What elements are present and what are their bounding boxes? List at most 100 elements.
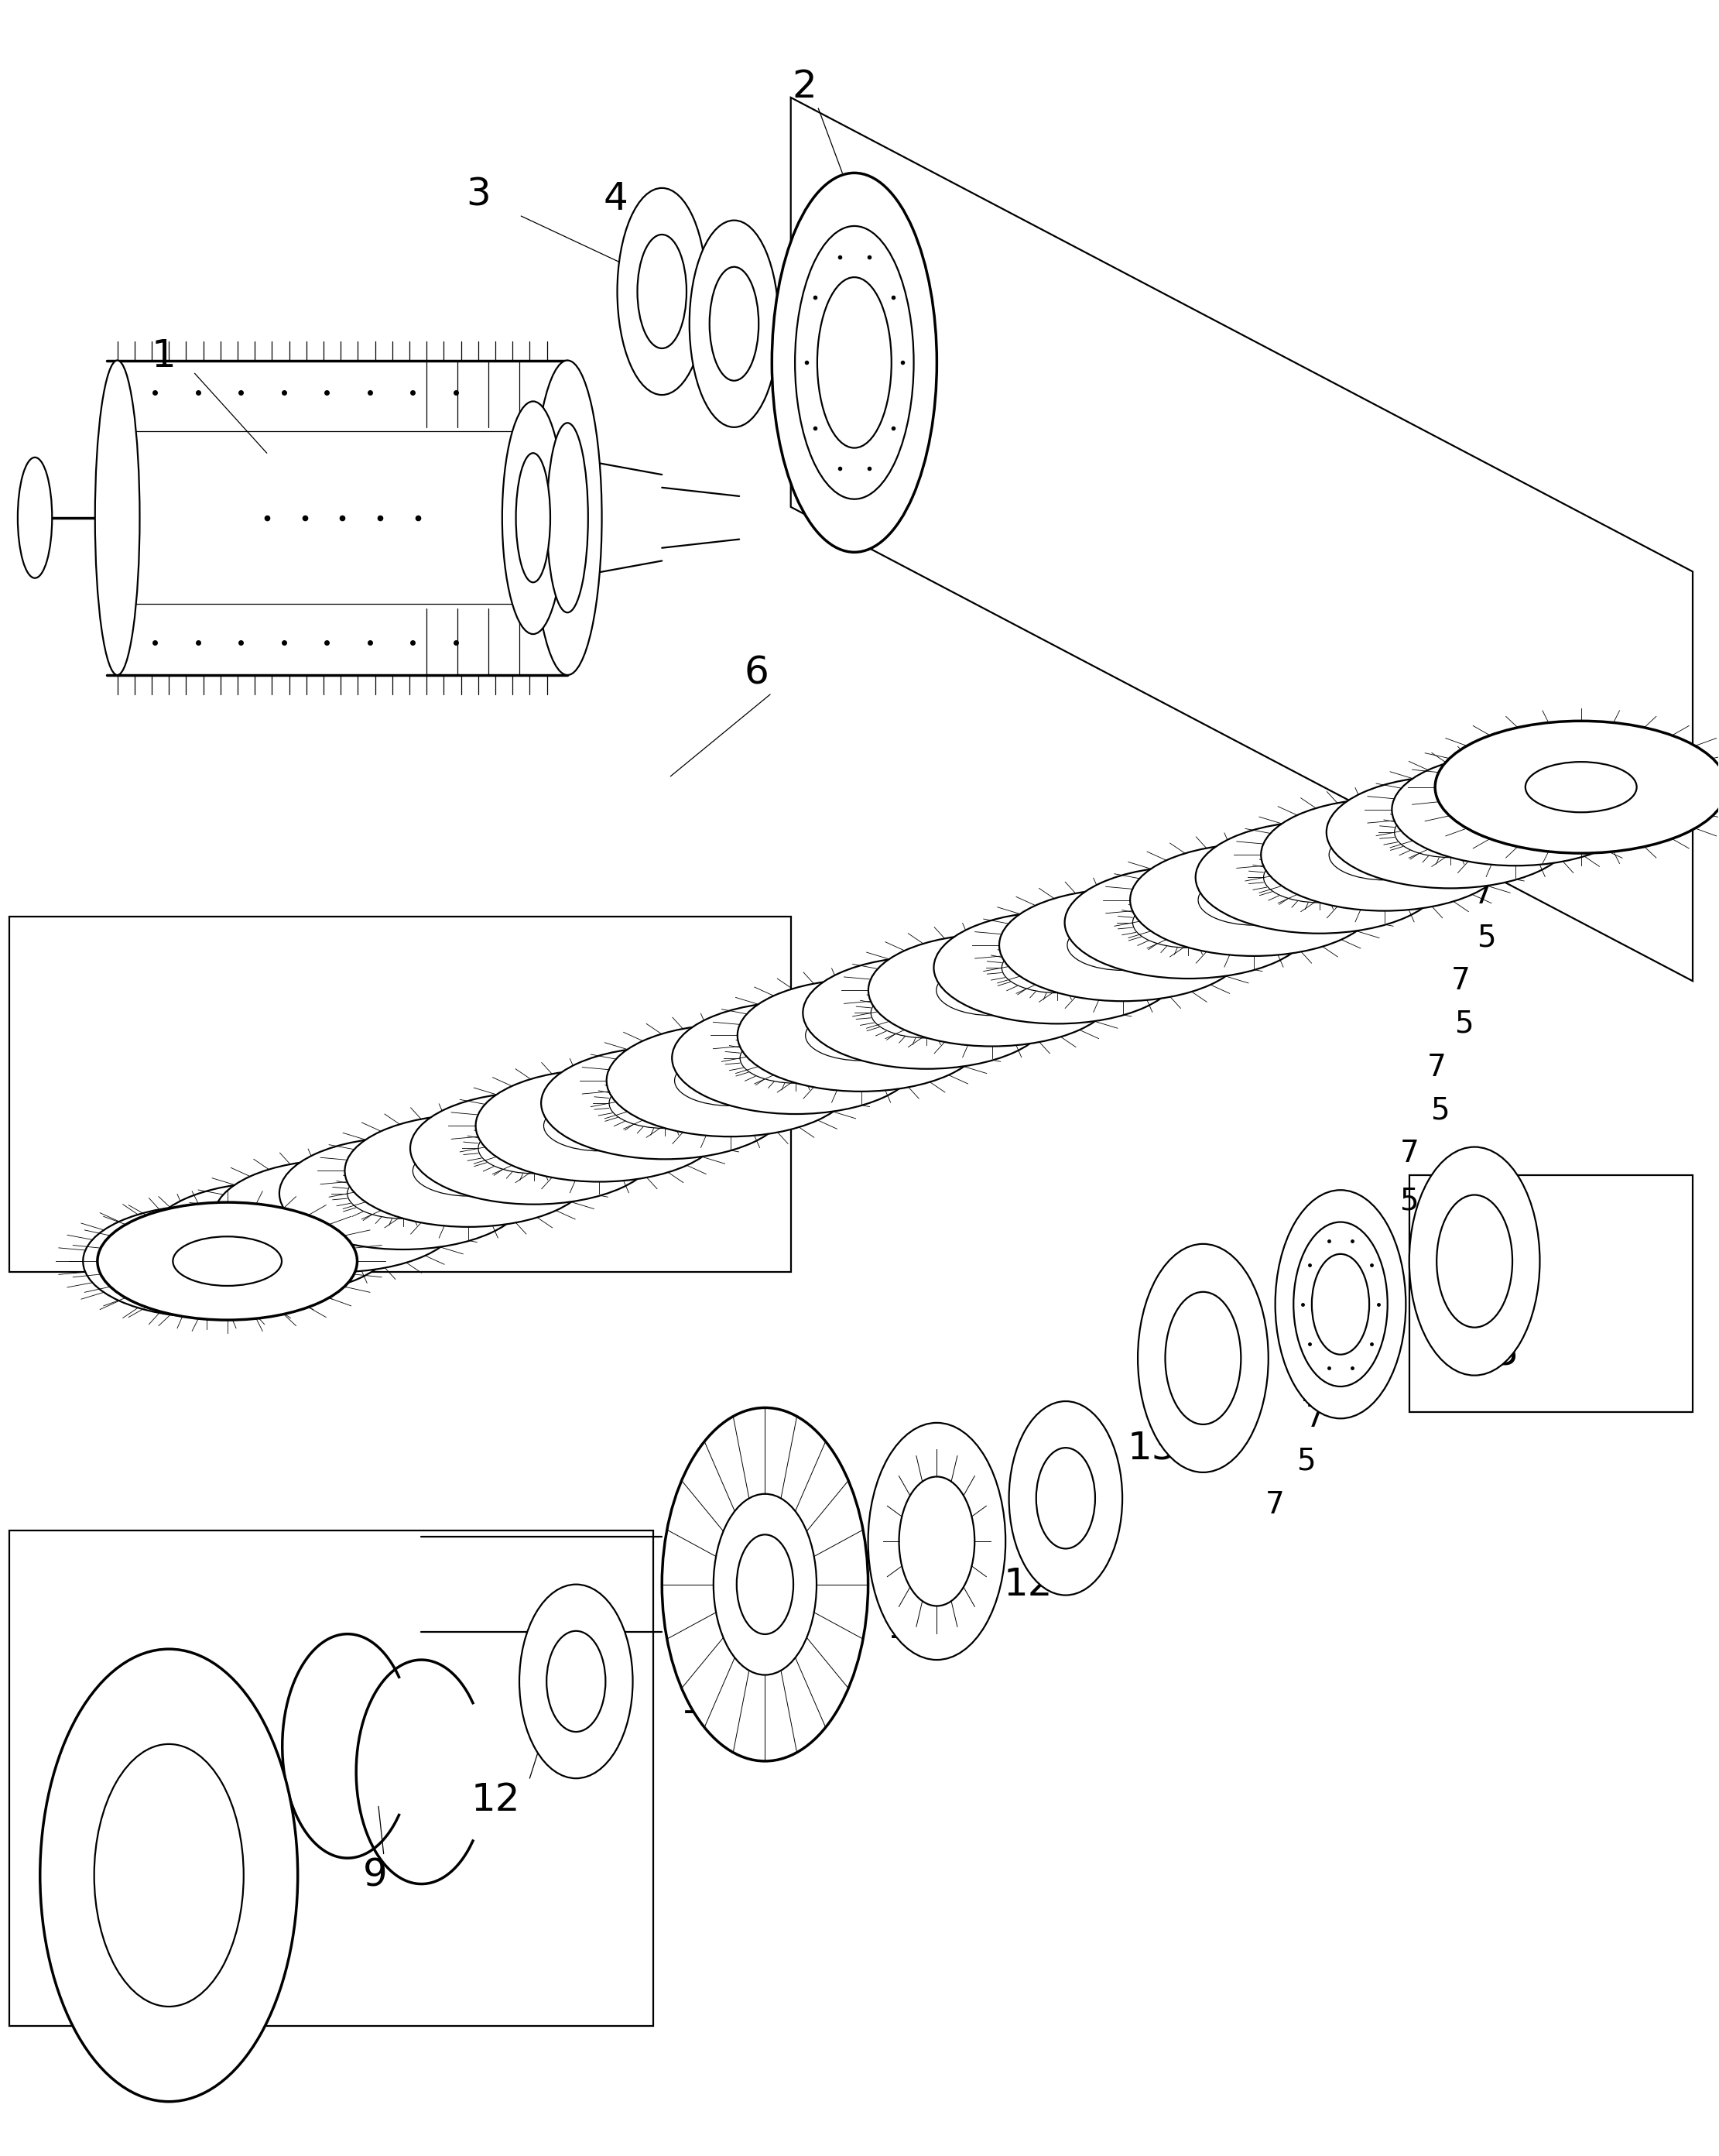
Ellipse shape [794, 226, 915, 498]
Ellipse shape [17, 457, 52, 578]
Ellipse shape [1067, 921, 1179, 970]
Ellipse shape [737, 1535, 794, 1634]
Ellipse shape [1195, 821, 1442, 934]
Ellipse shape [547, 1630, 605, 1731]
Ellipse shape [478, 1123, 590, 1173]
Ellipse shape [1435, 720, 1719, 854]
Ellipse shape [1002, 942, 1114, 994]
Ellipse shape [1437, 1194, 1513, 1328]
Text: 7: 7 [1339, 1315, 1358, 1345]
Ellipse shape [533, 360, 602, 675]
Text: 6: 6 [744, 653, 768, 692]
Text: 8: 8 [91, 1964, 115, 2001]
Ellipse shape [741, 1033, 851, 1082]
Ellipse shape [1525, 761, 1636, 813]
Text: 14: 14 [1300, 1371, 1348, 1410]
Ellipse shape [411, 1093, 658, 1205]
Ellipse shape [1262, 798, 1508, 910]
Ellipse shape [868, 1423, 1006, 1660]
Text: 7: 7 [1370, 1229, 1389, 1259]
Text: 7: 7 [1451, 966, 1470, 996]
Ellipse shape [1459, 785, 1571, 834]
Ellipse shape [148, 1181, 395, 1294]
Ellipse shape [933, 912, 1181, 1024]
Ellipse shape [1410, 1147, 1540, 1376]
Ellipse shape [1138, 1244, 1269, 1473]
Text: 9: 9 [363, 1856, 387, 1893]
Text: 1: 1 [151, 338, 175, 375]
Text: 7: 7 [1399, 1138, 1418, 1169]
Text: 7: 7 [1305, 1404, 1324, 1434]
Ellipse shape [346, 1115, 591, 1227]
Text: 5: 5 [1430, 1095, 1449, 1125]
Text: 5: 5 [1477, 923, 1496, 953]
Text: 15: 15 [1470, 1335, 1520, 1373]
Ellipse shape [872, 987, 982, 1037]
Ellipse shape [868, 934, 1116, 1046]
Ellipse shape [1525, 761, 1636, 813]
Text: 10: 10 [681, 1684, 729, 1720]
Ellipse shape [476, 1069, 724, 1181]
Text: 5: 5 [1368, 1272, 1387, 1302]
Ellipse shape [609, 1078, 720, 1128]
Ellipse shape [519, 1585, 633, 1779]
Text: 7: 7 [1427, 1052, 1446, 1082]
Ellipse shape [1394, 806, 1506, 858]
Ellipse shape [689, 220, 779, 427]
Ellipse shape [899, 1477, 975, 1606]
Ellipse shape [1327, 776, 1575, 888]
Ellipse shape [40, 1649, 297, 2102]
Ellipse shape [1198, 875, 1310, 925]
Ellipse shape [662, 1408, 868, 1761]
Ellipse shape [502, 401, 564, 634]
Ellipse shape [772, 172, 937, 552]
Ellipse shape [217, 1214, 328, 1263]
Text: 5: 5 [1499, 837, 1518, 867]
Ellipse shape [999, 888, 1246, 1000]
Ellipse shape [282, 1190, 394, 1242]
Ellipse shape [803, 957, 1050, 1069]
Text: 3: 3 [466, 177, 490, 213]
Ellipse shape [806, 1011, 916, 1061]
Text: 5: 5 [1520, 750, 1539, 780]
Ellipse shape [1458, 731, 1705, 843]
Ellipse shape [1064, 867, 1312, 979]
Ellipse shape [541, 1048, 789, 1160]
Text: 5: 5 [1399, 1186, 1418, 1216]
Ellipse shape [83, 1205, 330, 1317]
Ellipse shape [674, 1054, 786, 1106]
Ellipse shape [1263, 852, 1375, 903]
Ellipse shape [1275, 1190, 1406, 1419]
Ellipse shape [547, 423, 588, 612]
Ellipse shape [817, 278, 892, 448]
Ellipse shape [617, 188, 707, 395]
Ellipse shape [1392, 755, 1640, 867]
Text: 5: 5 [1454, 1009, 1473, 1039]
Ellipse shape [516, 453, 550, 582]
Text: 12: 12 [471, 1781, 519, 1818]
Ellipse shape [98, 1203, 358, 1319]
Text: 5: 5 [1334, 1360, 1353, 1391]
Ellipse shape [95, 1744, 244, 2007]
Ellipse shape [174, 1238, 282, 1285]
Ellipse shape [638, 235, 686, 349]
Text: 12: 12 [1004, 1565, 1052, 1604]
Ellipse shape [278, 1138, 526, 1250]
Ellipse shape [1329, 830, 1441, 880]
Ellipse shape [607, 1024, 854, 1136]
Ellipse shape [413, 1145, 524, 1197]
Ellipse shape [672, 1003, 920, 1115]
Ellipse shape [710, 267, 758, 382]
Ellipse shape [1037, 1449, 1095, 1548]
Ellipse shape [1165, 1291, 1241, 1425]
Ellipse shape [543, 1100, 655, 1151]
Text: 7: 7 [1265, 1490, 1284, 1520]
Ellipse shape [1129, 843, 1377, 955]
Ellipse shape [937, 966, 1047, 1015]
Ellipse shape [737, 979, 985, 1091]
Text: 4: 4 [603, 181, 627, 218]
Ellipse shape [1009, 1401, 1123, 1595]
Ellipse shape [151, 1235, 263, 1287]
Text: 5: 5 [1296, 1447, 1315, 1477]
Ellipse shape [95, 360, 139, 675]
